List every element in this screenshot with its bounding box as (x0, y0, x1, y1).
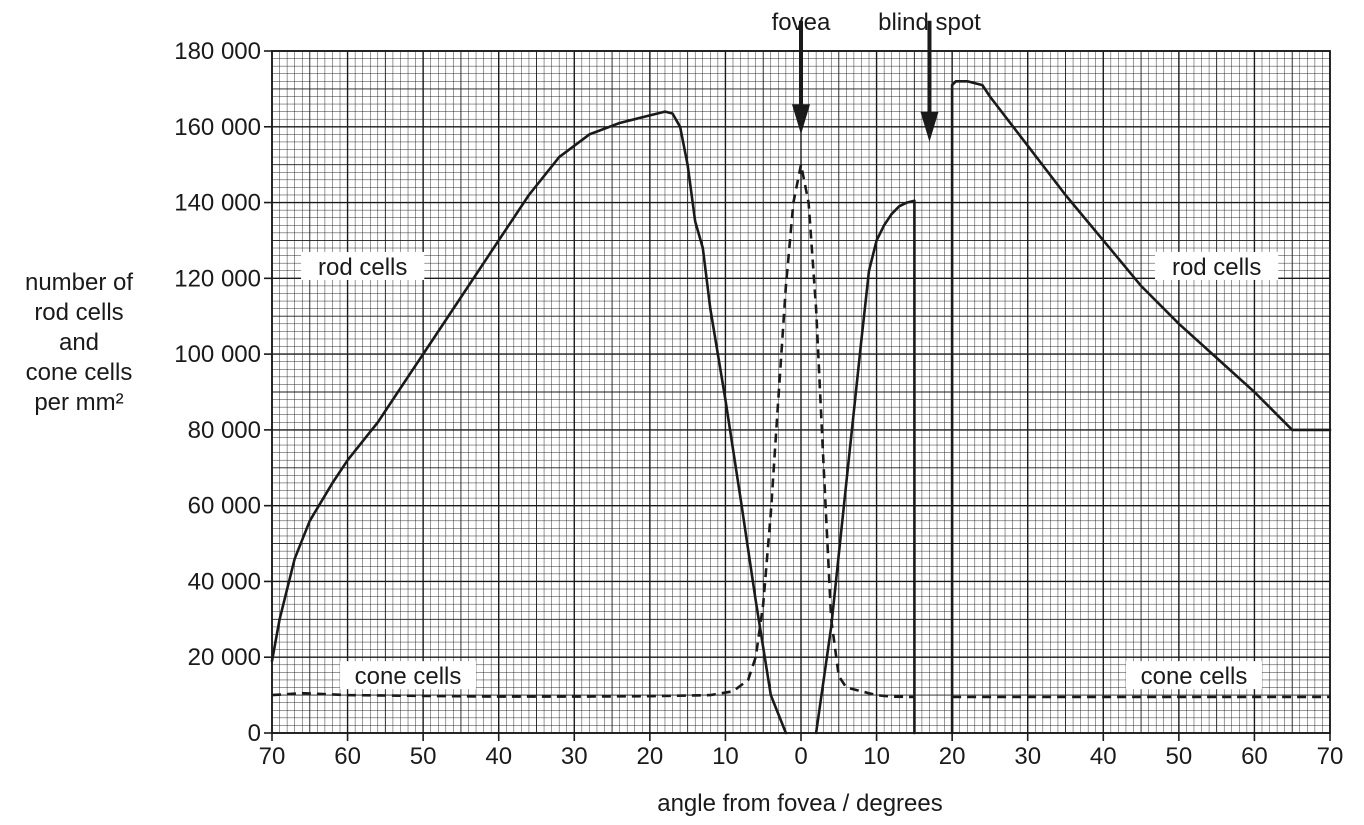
curve-label-background (301, 251, 425, 280)
curve-label: rod cells (1172, 254, 1261, 281)
y-tick-label: 180 000 (174, 38, 261, 65)
arrow-head (792, 104, 810, 135)
curve-label: cone cells (355, 663, 462, 690)
x-tick-label: 50 (410, 743, 437, 770)
annotation-arrows: foveablind spot (772, 9, 981, 142)
y-tick-label: 0 (248, 720, 261, 747)
x-tick-label: 40 (1090, 743, 1117, 770)
curve-label-background (340, 661, 477, 690)
x-axis-title: angle from fovea / degrees (657, 790, 943, 817)
x-tick-label: 10 (863, 743, 890, 770)
y-title-line-2: rod cells (34, 299, 124, 326)
curve-label-background (1155, 251, 1279, 280)
y-tick-label: 80 000 (188, 417, 261, 444)
x-tick-label: 70 (1317, 743, 1344, 770)
x-tick-label: 40 (485, 743, 512, 770)
arrow-head (920, 111, 939, 142)
x-tick-label: 20 (939, 743, 966, 770)
y-title-line-3: and (58, 329, 100, 356)
cone-cells-curve (271, 163, 915, 699)
curve-label-background (1125, 661, 1262, 690)
x-tick-label: 0 (794, 743, 807, 770)
x-tick-label: 20 (637, 743, 664, 770)
x-tick-label: 60 (1241, 743, 1268, 770)
y-tick-label: 20 000 (188, 644, 261, 671)
y-axis-title: number of rod cells and cone cells per m… (0, 268, 158, 418)
x-tick-label: 50 (1166, 743, 1193, 770)
grid (271, 50, 1331, 734)
y-tick-label: 60 000 (188, 493, 261, 520)
y-tick-label: 40 000 (188, 568, 261, 595)
y-title-line-5: per mm² (34, 389, 124, 416)
y-title-line-1: number of (24, 269, 134, 296)
y-tick-label: 140 000 (174, 190, 261, 217)
x-tick-label: 70 (259, 743, 286, 770)
rod-cells-curve (814, 199, 916, 735)
x-tick-label: 30 (561, 743, 588, 770)
y-tick-label: 100 000 (174, 341, 261, 368)
y-title-line-4: cone cells (25, 359, 133, 386)
x-tick-label: 30 (1014, 743, 1041, 770)
y-tick-label: 120 000 (174, 265, 261, 292)
curve-label: cone cells (1141, 663, 1248, 690)
curve-label: rod cells (318, 254, 407, 281)
y-tick-label: 160 000 (174, 114, 261, 141)
curve-labels: rod cells rod cells cone cells cone cells (301, 251, 1279, 690)
rod-cells-curve (270, 110, 788, 735)
rod-cells-curve (950, 80, 1332, 735)
x-tick-label: 60 (334, 743, 361, 770)
x-tick-label: 10 (712, 743, 739, 770)
curves (270, 80, 1332, 735)
